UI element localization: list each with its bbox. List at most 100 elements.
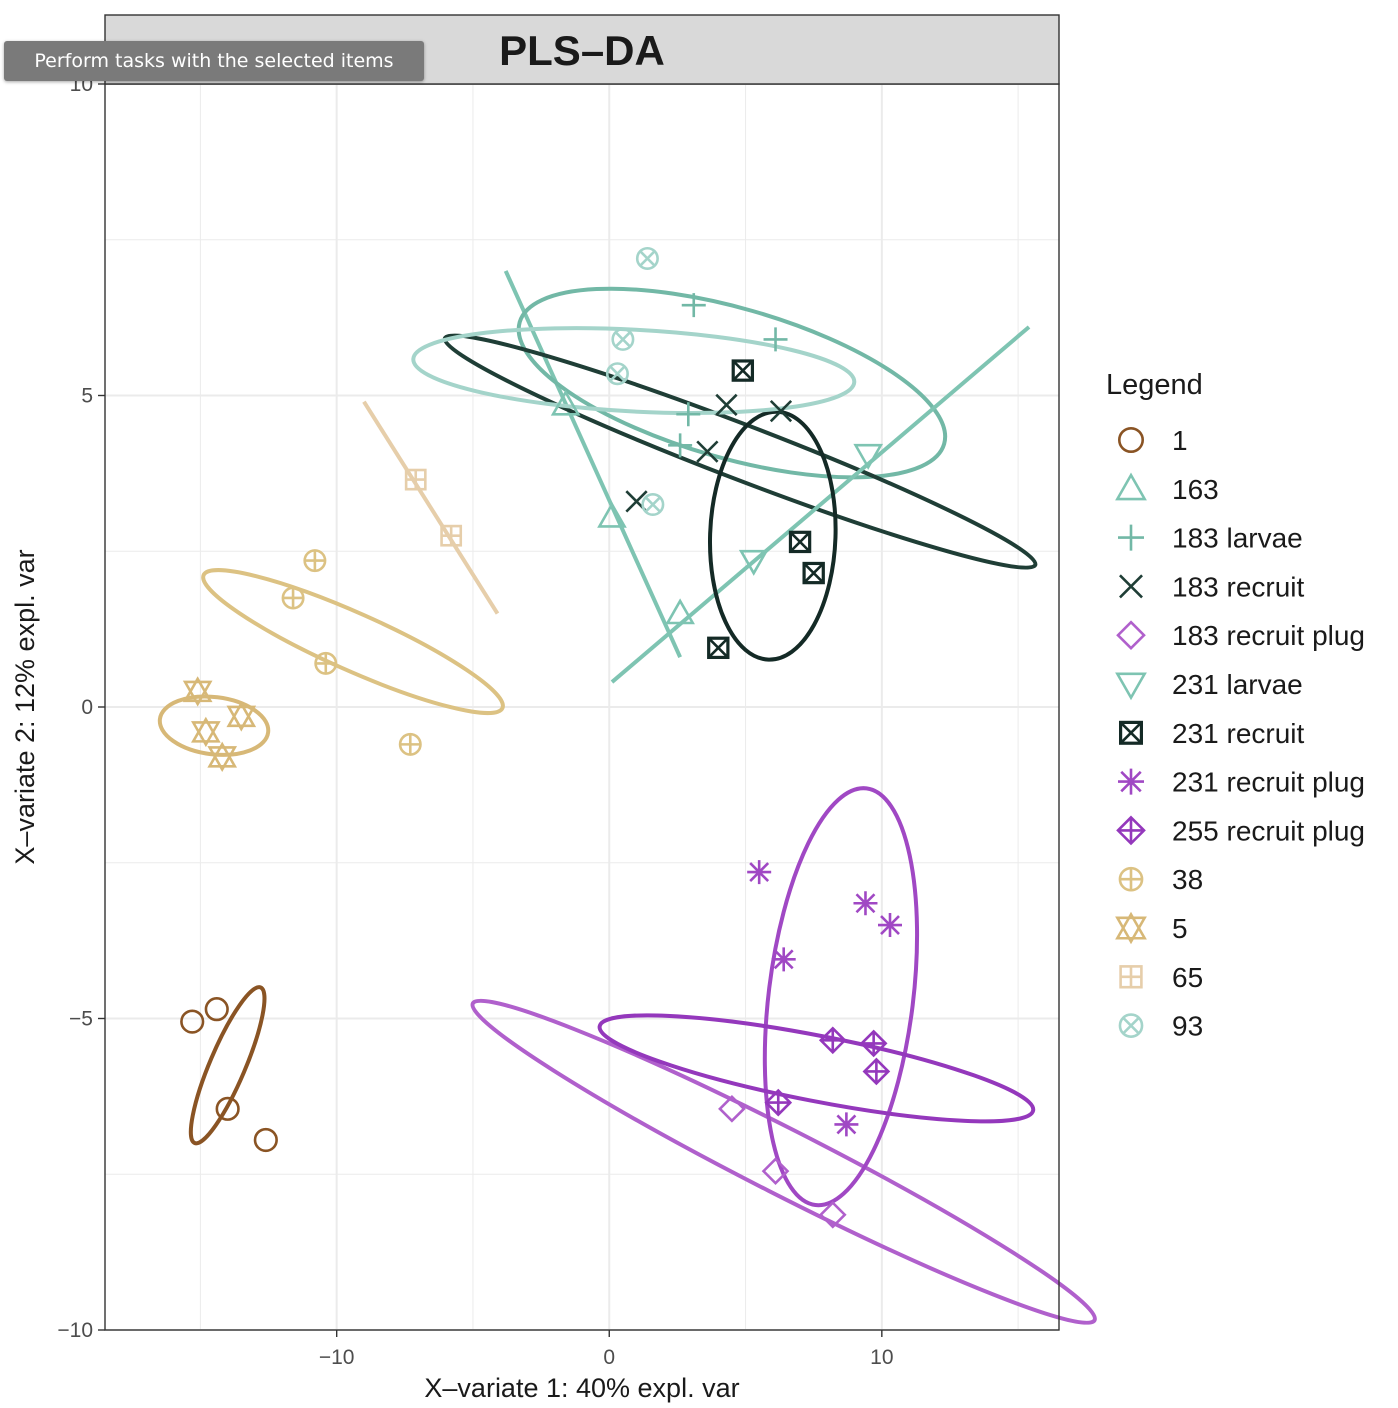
x-tick-label: 10 [870, 1346, 893, 1369]
point-1 [204, 997, 229, 1022]
point-1 [215, 1096, 240, 1121]
legend-item-5: 5 [1115, 911, 1188, 945]
point-231-recruit [802, 561, 825, 585]
ellipse-231-recruit [707, 409, 838, 662]
point-163 [597, 501, 627, 528]
y-tick-label: −5 [69, 1008, 93, 1031]
legend-label: 5 [1172, 913, 1188, 944]
y-tick-label: 0 [81, 696, 93, 719]
point-65 [440, 524, 463, 547]
tooltip: Perform tasks with the selected items [4, 41, 424, 81]
point-183-recruit [715, 393, 738, 416]
point-231-recruit-plug [878, 913, 903, 938]
point-231-recruit-plug [853, 891, 878, 916]
legend-label: 38 [1172, 864, 1203, 895]
legend-item-93: 93 [1118, 1011, 1203, 1042]
ellipse-38 [201, 568, 505, 716]
point-183-larvae [681, 293, 706, 318]
point-231-larvae [738, 549, 769, 576]
legend-key-65 [1119, 965, 1143, 989]
point-255-recruit-plug [818, 1026, 847, 1055]
ellipse-255-recruit-plug [597, 1013, 1036, 1124]
legend-item-231-recruit: 231 recruit [1118, 718, 1305, 749]
point-183-larvae [668, 433, 693, 458]
points-layer [180, 246, 903, 1229]
point-5 [207, 741, 238, 773]
x-tick-label: 0 [603, 1346, 615, 1369]
point-1 [253, 1127, 278, 1153]
point-5 [182, 676, 213, 707]
x-tick-label: −10 [319, 1346, 355, 1369]
legend-label: 1 [1172, 425, 1188, 456]
y-tick-label: −10 [57, 1319, 93, 1342]
legend-item-231-recruit-plug: 231 recruit plug [1118, 767, 1365, 798]
ellipse-93 [411, 326, 857, 416]
legend-label: 231 larvae [1172, 669, 1303, 700]
legend-key-183-larvae [1118, 524, 1144, 551]
y-tick-label: 5 [81, 385, 93, 408]
legend-item-183-recruit-plug: 183 recruit plug [1116, 620, 1365, 651]
legend-label: 183 recruit [1172, 571, 1305, 602]
point-231-recruit [788, 530, 812, 554]
point-1 [180, 1009, 205, 1034]
legend-label: 183 recruit plug [1172, 620, 1365, 651]
legend-item-231-larvae: 231 larvae [1115, 669, 1303, 701]
ellipse-layer [157, 270, 1097, 1325]
point-231-recruit [707, 636, 730, 660]
fit-line-65 [362, 400, 500, 615]
point-163 [550, 389, 581, 416]
legend-key-93 [1118, 1013, 1144, 1038]
legend-key-255-recruit-plug [1116, 815, 1146, 846]
point-183-larvae [676, 402, 701, 427]
legend-label: 231 recruit plug [1172, 767, 1365, 798]
legend-item-255-recruit-plug: 255 recruit plug [1116, 815, 1365, 846]
legend-key-231-recruit-plug [1118, 768, 1144, 795]
point-231-larvae [853, 443, 884, 470]
ellipse-231-recruit-plug [762, 786, 920, 1208]
point-38 [398, 732, 422, 756]
legend-item-163: 163 [1115, 472, 1219, 505]
point-255-recruit-plug [859, 1029, 888, 1058]
point-163 [665, 598, 695, 625]
point-183-larvae [763, 327, 788, 352]
point-183-recruit [696, 440, 719, 463]
ellipse-183-recruit-plug [470, 998, 1097, 1325]
legend-item-183-larvae: 183 larvae [1118, 523, 1303, 554]
ellipse-1 [188, 985, 267, 1146]
legend-item-1: 1 [1118, 425, 1188, 456]
legend-key-231-larvae [1115, 672, 1147, 701]
point-93 [635, 246, 659, 270]
legend-key-183-recruit-plug [1116, 620, 1146, 651]
legend-label: 231 recruit [1172, 718, 1305, 749]
y-axis-label: X–variate 2: 12% expl. var [10, 549, 40, 864]
point-38 [314, 651, 338, 675]
legend: Legend 1 163 183 larvae 183 recruit 183 recr… [1106, 369, 1365, 1042]
x-axis-label: X–variate 1: 40% expl. var [424, 1373, 739, 1403]
legend-label: 255 recruit plug [1172, 815, 1365, 846]
legend-key-5 [1115, 911, 1147, 945]
chart-title: PLS–DA [499, 27, 665, 74]
point-38 [303, 549, 327, 573]
point-93 [611, 327, 635, 351]
legend-label: 65 [1172, 962, 1203, 993]
point-183-recruit-plug [761, 1157, 790, 1185]
point-5 [191, 716, 221, 748]
legend-key-231-recruit [1118, 720, 1143, 745]
ellipse-5 [157, 694, 271, 757]
point-38 [281, 586, 305, 610]
legend-item-65: 65 [1119, 962, 1203, 993]
legend-item-38: 38 [1118, 864, 1203, 895]
point-231-recruit-plug [834, 1112, 859, 1137]
point-183-recruit-plug [818, 1200, 847, 1229]
point-255-recruit-plug [764, 1088, 793, 1117]
legend-key-38 [1118, 866, 1144, 892]
point-5 [226, 701, 257, 732]
point-183-recruit-plug [718, 1094, 746, 1123]
point-183-recruit [769, 399, 793, 423]
legend-item-183-recruit: 183 recruit [1119, 571, 1305, 602]
point-93 [605, 362, 629, 386]
legend-title: Legend [1106, 369, 1203, 401]
point-93 [641, 493, 665, 517]
